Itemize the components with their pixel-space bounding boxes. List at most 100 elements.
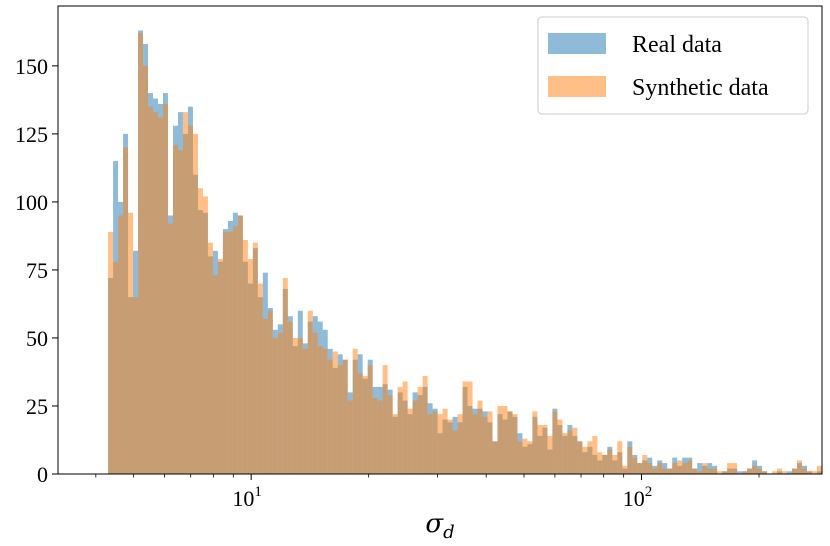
synthetic-bar-25: [232, 226, 238, 474]
synthetic-bar-94: [577, 441, 583, 474]
synthetic-bar-3: [123, 147, 129, 475]
synthetic-bar-91: [562, 433, 568, 474]
synthetic-bar-29: [252, 242, 258, 474]
synthetic-bar-133: [772, 471, 778, 474]
y-tick-label-25: 25: [26, 394, 48, 419]
synthetic-bar-21: [212, 275, 218, 474]
synthetic-bar-111: [662, 468, 668, 474]
synthetic-bar-70: [457, 414, 463, 474]
axes: [57, 5, 823, 475]
synthetic-bar-43: [322, 348, 328, 474]
synthetic-bar-66: [437, 414, 443, 474]
synthetic-bar-127: [742, 471, 748, 474]
synthetic-bar-26: [237, 215, 243, 474]
synthetic-bar-34: [277, 332, 283, 474]
synthetic-bar-22: [217, 259, 223, 474]
synthetic-bar-2: [118, 215, 124, 474]
synthetic-bar-138: [797, 460, 803, 474]
synthetic-bar-77: [492, 441, 498, 474]
synthetic-bar-96: [587, 441, 593, 474]
synthetic-bar-88: [547, 435, 553, 474]
synthetic-bar-20: [207, 242, 213, 474]
synthetic-bar-46: [337, 365, 343, 474]
synthetic-bar-90: [557, 419, 563, 474]
synthetic-bar-78: [497, 405, 503, 474]
synthetic-bar-76: [487, 411, 493, 474]
synthetic-bar-74: [477, 400, 483, 474]
y-tick-label-100: 100: [15, 190, 48, 215]
synthetic-bar-85: [532, 411, 538, 474]
synthetic-bar-33: [272, 337, 278, 474]
x-tick-label-100: 102: [623, 484, 653, 511]
legend-label-real: Real data: [632, 32, 722, 58]
legend-swatch-real: [548, 33, 606, 54]
synthetic-bar-52: [367, 365, 373, 474]
synthetic-bar-107: [642, 454, 648, 474]
synthetic-bar-81: [512, 414, 518, 474]
synthetic-bar-119: [702, 463, 708, 474]
synthetic-bar-83: [522, 438, 528, 474]
synthetic-bar-0: [108, 231, 114, 474]
synthetic-bar-18: [197, 188, 203, 475]
synthetic-bar-140: [807, 471, 813, 474]
synthetic-bar-84: [527, 441, 533, 474]
synthetic-bar-31: [262, 318, 268, 474]
synthetic-bar-82: [517, 441, 523, 474]
synthetic-bar-114: [677, 460, 683, 474]
synthetic-bar-32: [267, 310, 273, 474]
synthetic-bar-45: [332, 351, 338, 474]
synthetic-bar-134: [777, 468, 783, 474]
synthetic-bar-23: [222, 231, 228, 474]
synthetic-bar-135: [782, 471, 788, 474]
synthetic-bar-131: [762, 471, 768, 474]
synthetic-bar-47: [342, 359, 348, 474]
synthetic-bar-65: [432, 411, 438, 474]
synthetic-bar-110: [657, 463, 663, 474]
synthetic-bar-61: [412, 400, 418, 474]
synthetic-bar-15: [182, 112, 188, 475]
synthetic-bar-129: [752, 465, 758, 474]
y-tick-label-125: 125: [15, 122, 48, 147]
synthetic-bar-118: [697, 471, 703, 474]
x-axis-label: σd: [425, 509, 454, 543]
synthetic-bar-123: [722, 471, 728, 474]
synthetic-bar-1: [113, 261, 119, 474]
y-tick-label-50: 50: [26, 326, 48, 351]
synthetic-bar-39: [302, 348, 308, 474]
real-bar-126: [737, 471, 743, 474]
real-bar-118: [697, 463, 703, 474]
ticks: 0 25 50 75 100 125 150 101 102: [15, 54, 760, 511]
synthetic-bar-11: [163, 103, 168, 474]
synthetic-bar-50: [357, 373, 363, 474]
synthetic-bar-16: [187, 125, 193, 474]
synthetic-bar-141: [812, 471, 818, 474]
y-tick-label-150: 150: [15, 54, 48, 79]
legend-label-synthetic: Synthetic data: [632, 75, 769, 101]
synthetic-bar-112: [667, 468, 673, 474]
synthetic-bar-97: [592, 435, 598, 474]
synthetic-bar-35: [282, 278, 288, 474]
synthetic-bar-75: [482, 416, 488, 474]
synthetic-bar-37: [292, 337, 298, 474]
real-bar-136: [787, 471, 793, 474]
synthetic-bar-51: [362, 376, 368, 474]
synthetic-bar-128: [747, 468, 753, 474]
synthetic-bar-10: [158, 117, 163, 474]
synthetic-bar-24: [227, 231, 233, 474]
synthetic-bar-87: [542, 425, 548, 474]
synthetic-bar-13: [172, 144, 178, 474]
synthetic-bar-86: [537, 425, 543, 474]
synthetic-bar-130: [757, 468, 763, 474]
synthetic-bar-12: [168, 223, 173, 474]
synthetic-bar-30: [257, 283, 263, 474]
synthetic-bar-49: [352, 348, 358, 474]
synthetic-bar-125: [732, 463, 738, 474]
plot-frame: [57, 5, 823, 475]
synthetic-bar-80: [507, 411, 513, 474]
synthetic-bar-54: [377, 400, 383, 474]
synthetic-bar-73: [472, 414, 478, 474]
synthetic-bar-99: [602, 454, 608, 474]
synthetic-bar-71: [462, 381, 468, 474]
synthetic-bar-55: [382, 365, 388, 474]
